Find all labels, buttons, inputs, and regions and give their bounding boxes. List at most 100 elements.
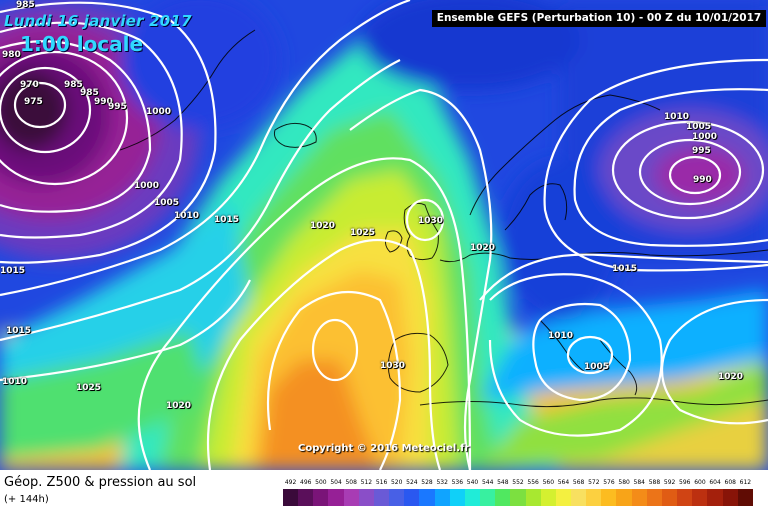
isobar-value-label: 1015 bbox=[0, 266, 26, 276]
legend-swatch bbox=[510, 489, 526, 506]
legend-swatch bbox=[328, 489, 344, 506]
legend-tick-label: 548 bbox=[497, 479, 509, 486]
isobar-value-label: 1015 bbox=[214, 215, 240, 225]
weather-map: 985 980 970 975 985 985 990 995 1000 1000 1005 1010… bbox=[0, 0, 768, 470]
forecast-date: Lundi 16 janvier 2017 bbox=[4, 12, 192, 30]
legend-tick-label: 516 bbox=[375, 479, 388, 486]
legend-tick-label: 504 bbox=[330, 479, 342, 486]
isobar-value-label: 1030 bbox=[380, 361, 406, 371]
geopotential-field bbox=[0, 0, 768, 470]
isobar-value-label: 1010 bbox=[664, 112, 690, 122]
legend-tick-label: 500 bbox=[315, 479, 327, 486]
legend-swatch bbox=[586, 489, 602, 506]
legend-tick-label: 556 bbox=[527, 479, 539, 486]
isobar-value-label: 1025 bbox=[76, 383, 102, 393]
legend-swatch bbox=[464, 489, 481, 506]
isobar-value-label: 1000 bbox=[692, 132, 718, 142]
legend-tick-label: 544 bbox=[481, 479, 494, 486]
isobar-value-label: 1005 bbox=[686, 122, 712, 132]
isobar-value-label: 1010 bbox=[2, 377, 28, 387]
legend-tick-label: 572 bbox=[588, 479, 600, 486]
isobar-value-label: 985 bbox=[80, 88, 99, 98]
z500-color-bands bbox=[0, 0, 768, 470]
isobar-value-label: 1005 bbox=[154, 198, 180, 208]
legend-tick-label: 568 bbox=[572, 479, 585, 486]
isobar-value-label: 1005 bbox=[584, 362, 610, 372]
legend-swatch bbox=[616, 489, 632, 506]
isobar-value-label: 995 bbox=[108, 102, 127, 112]
legend-swatch bbox=[692, 489, 708, 506]
forecast-lead-time: (+ 144h) bbox=[4, 494, 49, 505]
legend-swatch bbox=[677, 489, 693, 506]
isobar-value-label: 1030 bbox=[418, 216, 444, 226]
legend-tick-label: 508 bbox=[345, 479, 357, 486]
legend-swatch bbox=[358, 489, 374, 506]
isobar-value-label: 990 bbox=[94, 97, 113, 107]
legend-swatch bbox=[525, 489, 541, 506]
isobar-value-label: 1010 bbox=[548, 331, 574, 341]
legend-swatch bbox=[631, 489, 647, 506]
legend-swatch bbox=[283, 489, 299, 506]
isobar-value-label: 1025 bbox=[350, 228, 376, 238]
legend-swatch bbox=[722, 489, 738, 506]
isobar-value-label: 1020 bbox=[718, 372, 744, 382]
legend-tick-label: 524 bbox=[406, 479, 418, 486]
legend-swatch bbox=[343, 489, 359, 506]
legend-tick-label: 588 bbox=[648, 479, 661, 486]
legend-swatch bbox=[389, 489, 405, 506]
isobar-value-label: 1020 bbox=[310, 221, 336, 231]
isobar-value-label: 1020 bbox=[470, 243, 496, 253]
legend-swatch bbox=[404, 489, 420, 506]
legend-tick-label: 492 bbox=[284, 479, 297, 486]
legend-tick-label: 528 bbox=[421, 479, 433, 486]
isobar-value-label: 1000 bbox=[134, 181, 160, 191]
legend-tick-label: 532 bbox=[436, 479, 448, 486]
legend-tick-label: 584 bbox=[633, 479, 645, 486]
legend-tick-label: 576 bbox=[603, 479, 615, 486]
legend-tick-label: 580 bbox=[618, 479, 630, 486]
legend-swatch bbox=[434, 489, 450, 506]
legend-swatch bbox=[373, 489, 390, 506]
legend-swatch bbox=[661, 489, 678, 506]
isobar-value-label: 995 bbox=[692, 146, 711, 156]
isobar-value-label: 970 bbox=[20, 80, 39, 90]
legend-swatch bbox=[419, 489, 435, 506]
copyright-notice: Copyright © 2016 Meteociel.fr bbox=[298, 443, 470, 454]
legend-tick-label: 552 bbox=[512, 479, 524, 486]
legend-swatch bbox=[495, 489, 511, 506]
legend-tick-label: 612 bbox=[739, 479, 752, 486]
legend-tick-label: 496 bbox=[300, 479, 312, 486]
isobar-value-label: 985 bbox=[16, 0, 35, 10]
legend-swatch bbox=[737, 489, 753, 506]
legend-tick-label: 540 bbox=[466, 479, 479, 486]
legend-swatch bbox=[601, 489, 617, 506]
isobar-value-label: 1015 bbox=[6, 326, 32, 336]
isobar-value-label: 975 bbox=[24, 97, 43, 107]
legend-swatch bbox=[449, 489, 465, 506]
legend-tick-label: 512 bbox=[360, 479, 373, 486]
legend-swatch bbox=[707, 489, 723, 506]
model-info-banner: Ensemble GEFS (Perturbation 10) - 00 Z d… bbox=[432, 10, 766, 27]
legend-tick-label: 560 bbox=[542, 479, 555, 486]
legend-tick-label: 520 bbox=[390, 479, 403, 486]
isobar-value-label: 1020 bbox=[166, 401, 192, 411]
color-scale-legend bbox=[283, 489, 753, 506]
legend-tick-labels: 492 496 500 504 508 512 516 520 524 528 532 536 540 5… bbox=[283, 479, 753, 489]
legend-swatch bbox=[298, 489, 314, 506]
legend-tick-label: 536 bbox=[451, 479, 464, 486]
legend-tick-label: 596 bbox=[679, 479, 691, 486]
legend-swatch bbox=[555, 489, 571, 506]
legend-tick-label: 564 bbox=[557, 479, 570, 486]
isobar-value-label: 985 bbox=[64, 80, 83, 90]
forecast-time: 1:00 locale bbox=[20, 32, 144, 56]
legend-tick-label: 600 bbox=[694, 479, 706, 486]
isobar-value-label: 1010 bbox=[174, 211, 200, 221]
isobar-value-label: 1015 bbox=[612, 264, 638, 274]
legend-swatch bbox=[313, 489, 329, 506]
legend-tick-label: 604 bbox=[709, 479, 721, 486]
legend-swatch bbox=[570, 489, 587, 506]
map-variable-title: Géop. Z500 & pression au sol bbox=[4, 475, 197, 490]
isobars bbox=[0, 0, 768, 470]
legend-swatch bbox=[646, 489, 662, 506]
isobar-value-label: 990 bbox=[693, 175, 712, 185]
